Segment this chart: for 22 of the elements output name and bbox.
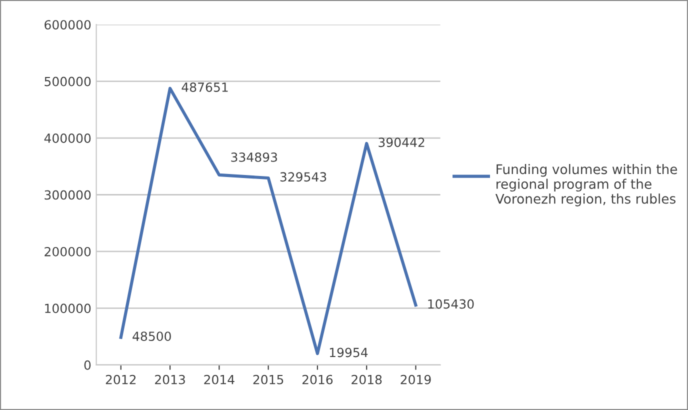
data-label: 329543: [280, 172, 326, 182]
data-label: 19954: [330, 348, 368, 358]
data-label: 105430: [428, 299, 474, 309]
legend-label: Funding volumes within the regional program of the Voronezh region, ths rubles: [495, 164, 678, 206]
x-tick-label: 2018: [352, 374, 382, 384]
data-label: 487651: [182, 82, 228, 92]
x-tick-label: 2016: [302, 374, 333, 384]
y-tick-label: 500000: [44, 76, 91, 86]
x-tick-label: 2019: [400, 374, 431, 384]
y-tick-label: 300000: [44, 190, 91, 200]
x-tick-label: 2012: [106, 374, 136, 384]
y-tick-label: 600000: [44, 20, 91, 30]
y-tick-label: 0: [84, 360, 91, 370]
y-tick-label: 100000: [45, 304, 91, 314]
y-tick-label: 200000: [44, 246, 91, 256]
x-tick-label: 2014: [204, 374, 234, 384]
data-label: 48500: [132, 332, 171, 342]
x-tick-label: 2015: [253, 374, 284, 384]
x-tick-label: 2013: [155, 374, 185, 384]
data-label: 334893: [231, 152, 278, 162]
y-tick-label: 400000: [44, 134, 91, 143]
data-label: 390442: [378, 138, 424, 148]
